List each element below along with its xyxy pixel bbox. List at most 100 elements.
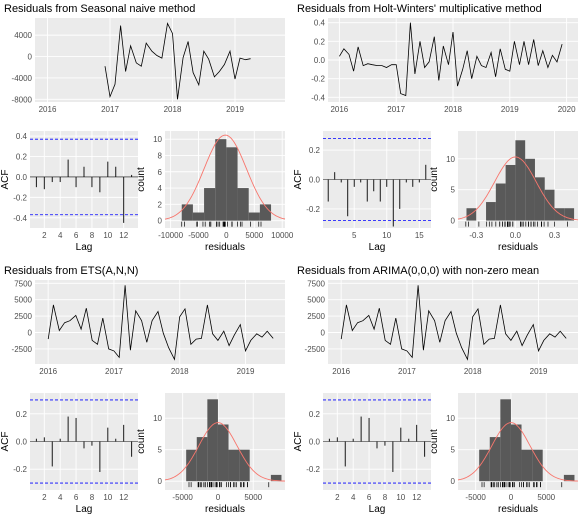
acf-y-tick-label: -0.2	[13, 465, 27, 474]
acf-y-tick-label: -0.2	[306, 465, 320, 474]
histogram-x-axis-label: residuals	[205, 504, 245, 515]
acf-x-tick-label: 8	[383, 493, 388, 502]
histogram-bar	[479, 450, 490, 481]
histogram-bar	[515, 140, 525, 220]
histogram-bar	[555, 208, 565, 220]
histogram-x-tick-label: -0.3	[469, 231, 483, 240]
histogram-x-tick-label: -5000	[172, 493, 193, 502]
chart-title: Residuals from Seasonal naive method	[4, 3, 195, 15]
histogram-bar	[466, 208, 476, 220]
histogram-x-tick-label: 5000	[537, 493, 555, 502]
residual-y-tick-label: 0	[28, 53, 33, 62]
acf-y-tick-label: 0.0	[309, 438, 321, 447]
acf-y-tick-label: 0.2	[309, 410, 321, 419]
histogram-bar	[496, 184, 506, 221]
acf-x-axis-label: Lag	[369, 242, 386, 253]
histogram-bar	[239, 450, 250, 481]
acf-x-tick-label: 8	[90, 231, 95, 240]
histogram-y-tick-label: 5	[451, 186, 456, 195]
acf-x-tick-label: 10	[382, 231, 391, 240]
histogram-bar	[186, 450, 197, 481]
acf-y-tick-label: 0.2	[16, 410, 28, 419]
residual-x-tick-label: 2016	[39, 105, 57, 114]
histogram-bar	[182, 204, 193, 220]
histogram-y-axis-label: count	[429, 429, 440, 454]
histogram-y-tick-label: 4	[158, 184, 163, 193]
histogram-bar	[229, 450, 240, 481]
histogram-bar	[545, 190, 555, 221]
acf-x-tick-label: 12	[119, 231, 128, 240]
residual-y-tick-label: -0.2	[311, 75, 325, 84]
residual-panel	[328, 280, 578, 364]
histogram-y-tick-label: 8	[158, 151, 163, 160]
acf-x-tick-label: 2	[42, 231, 47, 240]
histogram-y-tick-label: 0	[158, 477, 163, 486]
histogram-x-tick-label: 0	[509, 493, 514, 502]
residual-x-tick-label: 2019	[226, 105, 244, 114]
histogram-bar	[490, 437, 501, 481]
acf-x-tick-label: 4	[351, 493, 356, 502]
acf-y-axis-label: ACF	[0, 170, 11, 190]
histogram-y-tick-label: 10	[446, 155, 455, 164]
residual-x-tick-label: 2020	[558, 105, 576, 114]
acf-x-tick-label: 10	[103, 493, 112, 502]
acf-x-tick-label: 12	[119, 493, 128, 502]
histogram-bar	[197, 437, 208, 481]
residual-y-tick-label: -4000	[12, 74, 33, 83]
acf-y-axis-label: ACF	[293, 170, 304, 190]
residual-y-tick-label: -8000	[12, 95, 33, 104]
histogram-bar	[506, 165, 516, 221]
acf-x-axis-label: Lag	[76, 504, 93, 515]
acf-x-tick-label: 10	[103, 231, 112, 240]
acf-x-tick-label: 10	[396, 493, 405, 502]
histogram-y-tick-label: 5	[451, 446, 456, 455]
residual-x-tick-label: 2016	[332, 367, 350, 376]
histogram-bar	[249, 213, 260, 221]
acf-x-tick-label: 2	[42, 493, 47, 502]
histogram-x-tick-label: 10000	[271, 231, 294, 240]
histogram-y-tick-label: 6	[158, 168, 163, 177]
histogram-bar	[535, 177, 545, 220]
acf-x-tick-label: 15	[415, 231, 424, 240]
residual-y-tick-label: -0.4	[311, 93, 325, 102]
residual-x-tick-label: 2018	[444, 105, 462, 114]
residual-y-tick-label: 0.4	[314, 19, 326, 28]
residual-y-tick-label: -2500	[12, 345, 33, 354]
residual-x-tick-label: 2018	[464, 367, 482, 376]
histogram-y-tick-label: 10	[153, 414, 162, 423]
acf-y-axis-label: ACF	[0, 432, 11, 452]
histogram-y-tick-label: 0	[451, 477, 456, 486]
histogram-bar	[511, 424, 522, 481]
residual-panel	[35, 280, 285, 364]
acf-x-tick-label: 5	[352, 231, 357, 240]
histogram-bar	[204, 188, 215, 221]
histogram-x-tick-label: -5000	[188, 231, 209, 240]
chart-title: Residuals from ETS(A,N,N)	[4, 265, 138, 277]
residual-y-tick-label: 5000	[14, 296, 32, 305]
residual-x-tick-label: 2017	[105, 367, 123, 376]
histogram-x-tick-label: -10000	[158, 231, 183, 240]
acf-x-tick-label: 4	[58, 231, 63, 240]
residual-y-tick-label: 0	[321, 329, 326, 338]
histogram-y-tick-label: 0	[451, 217, 456, 226]
histogram-y-axis-label: count	[136, 429, 147, 454]
residual-x-tick-label: 2019	[530, 367, 548, 376]
histogram-x-tick-label: 0	[216, 493, 221, 502]
acf-y-tick-label: -0.2	[306, 205, 320, 214]
residual-y-tick-label: -2500	[305, 345, 326, 354]
acf-y-tick-label: 0.0	[309, 176, 321, 185]
residual-y-tick-label: 4000	[14, 31, 32, 40]
acf-x-tick-label: 6	[74, 231, 79, 240]
residual-x-tick-label: 2018	[171, 367, 189, 376]
histogram-y-tick-label: 5	[158, 446, 163, 455]
histogram-y-tick-label: 10	[153, 135, 162, 144]
acf-x-tick-label: 2	[335, 493, 340, 502]
histogram-x-axis-label: residuals	[498, 242, 538, 253]
acf-y-tick-label: 0.4	[16, 132, 28, 141]
histogram-bar	[486, 202, 496, 221]
histogram-bar	[522, 450, 533, 481]
chart-title: Residuals from Holt-Winters' multiplicat…	[297, 3, 542, 15]
acf-y-axis-label: ACF	[293, 432, 304, 452]
acf-y-tick-label: 0.0	[16, 438, 28, 447]
